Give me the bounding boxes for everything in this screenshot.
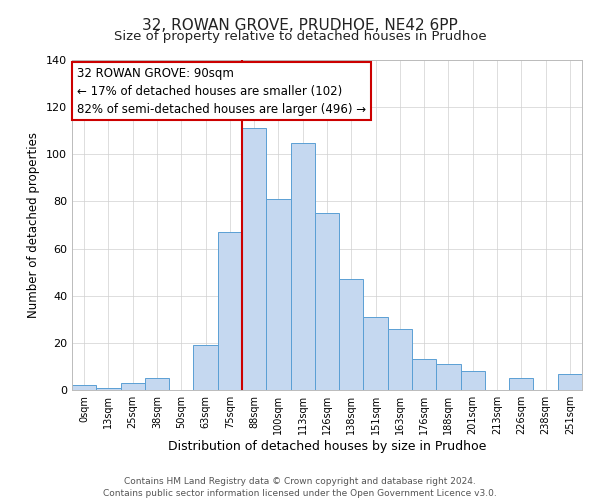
Bar [72,386,96,390]
Text: Contains HM Land Registry data © Crown copyright and database right 2024.
Contai: Contains HM Land Registry data © Crown c… [103,476,497,498]
Text: 32, ROWAN GROVE, PRUDHOE, NE42 6PP: 32, ROWAN GROVE, PRUDHOE, NE42 6PP [142,18,458,32]
Y-axis label: Number of detached properties: Number of detached properties [28,132,40,318]
Bar [290,142,315,390]
Bar [145,378,169,390]
Bar [461,371,485,390]
Bar [388,328,412,390]
Bar [96,388,121,390]
Bar [509,378,533,390]
X-axis label: Distribution of detached houses by size in Prudhoe: Distribution of detached houses by size … [168,440,486,453]
Bar [315,213,339,390]
Bar [266,199,290,390]
Bar [121,383,145,390]
Bar [242,128,266,390]
Text: Size of property relative to detached houses in Prudhoe: Size of property relative to detached ho… [113,30,487,43]
Bar [364,317,388,390]
Bar [218,232,242,390]
Bar [558,374,582,390]
Text: 32 ROWAN GROVE: 90sqm
← 17% of detached houses are smaller (102)
82% of semi-det: 32 ROWAN GROVE: 90sqm ← 17% of detached … [77,66,366,116]
Bar [339,279,364,390]
Bar [436,364,461,390]
Bar [193,345,218,390]
Bar [412,360,436,390]
